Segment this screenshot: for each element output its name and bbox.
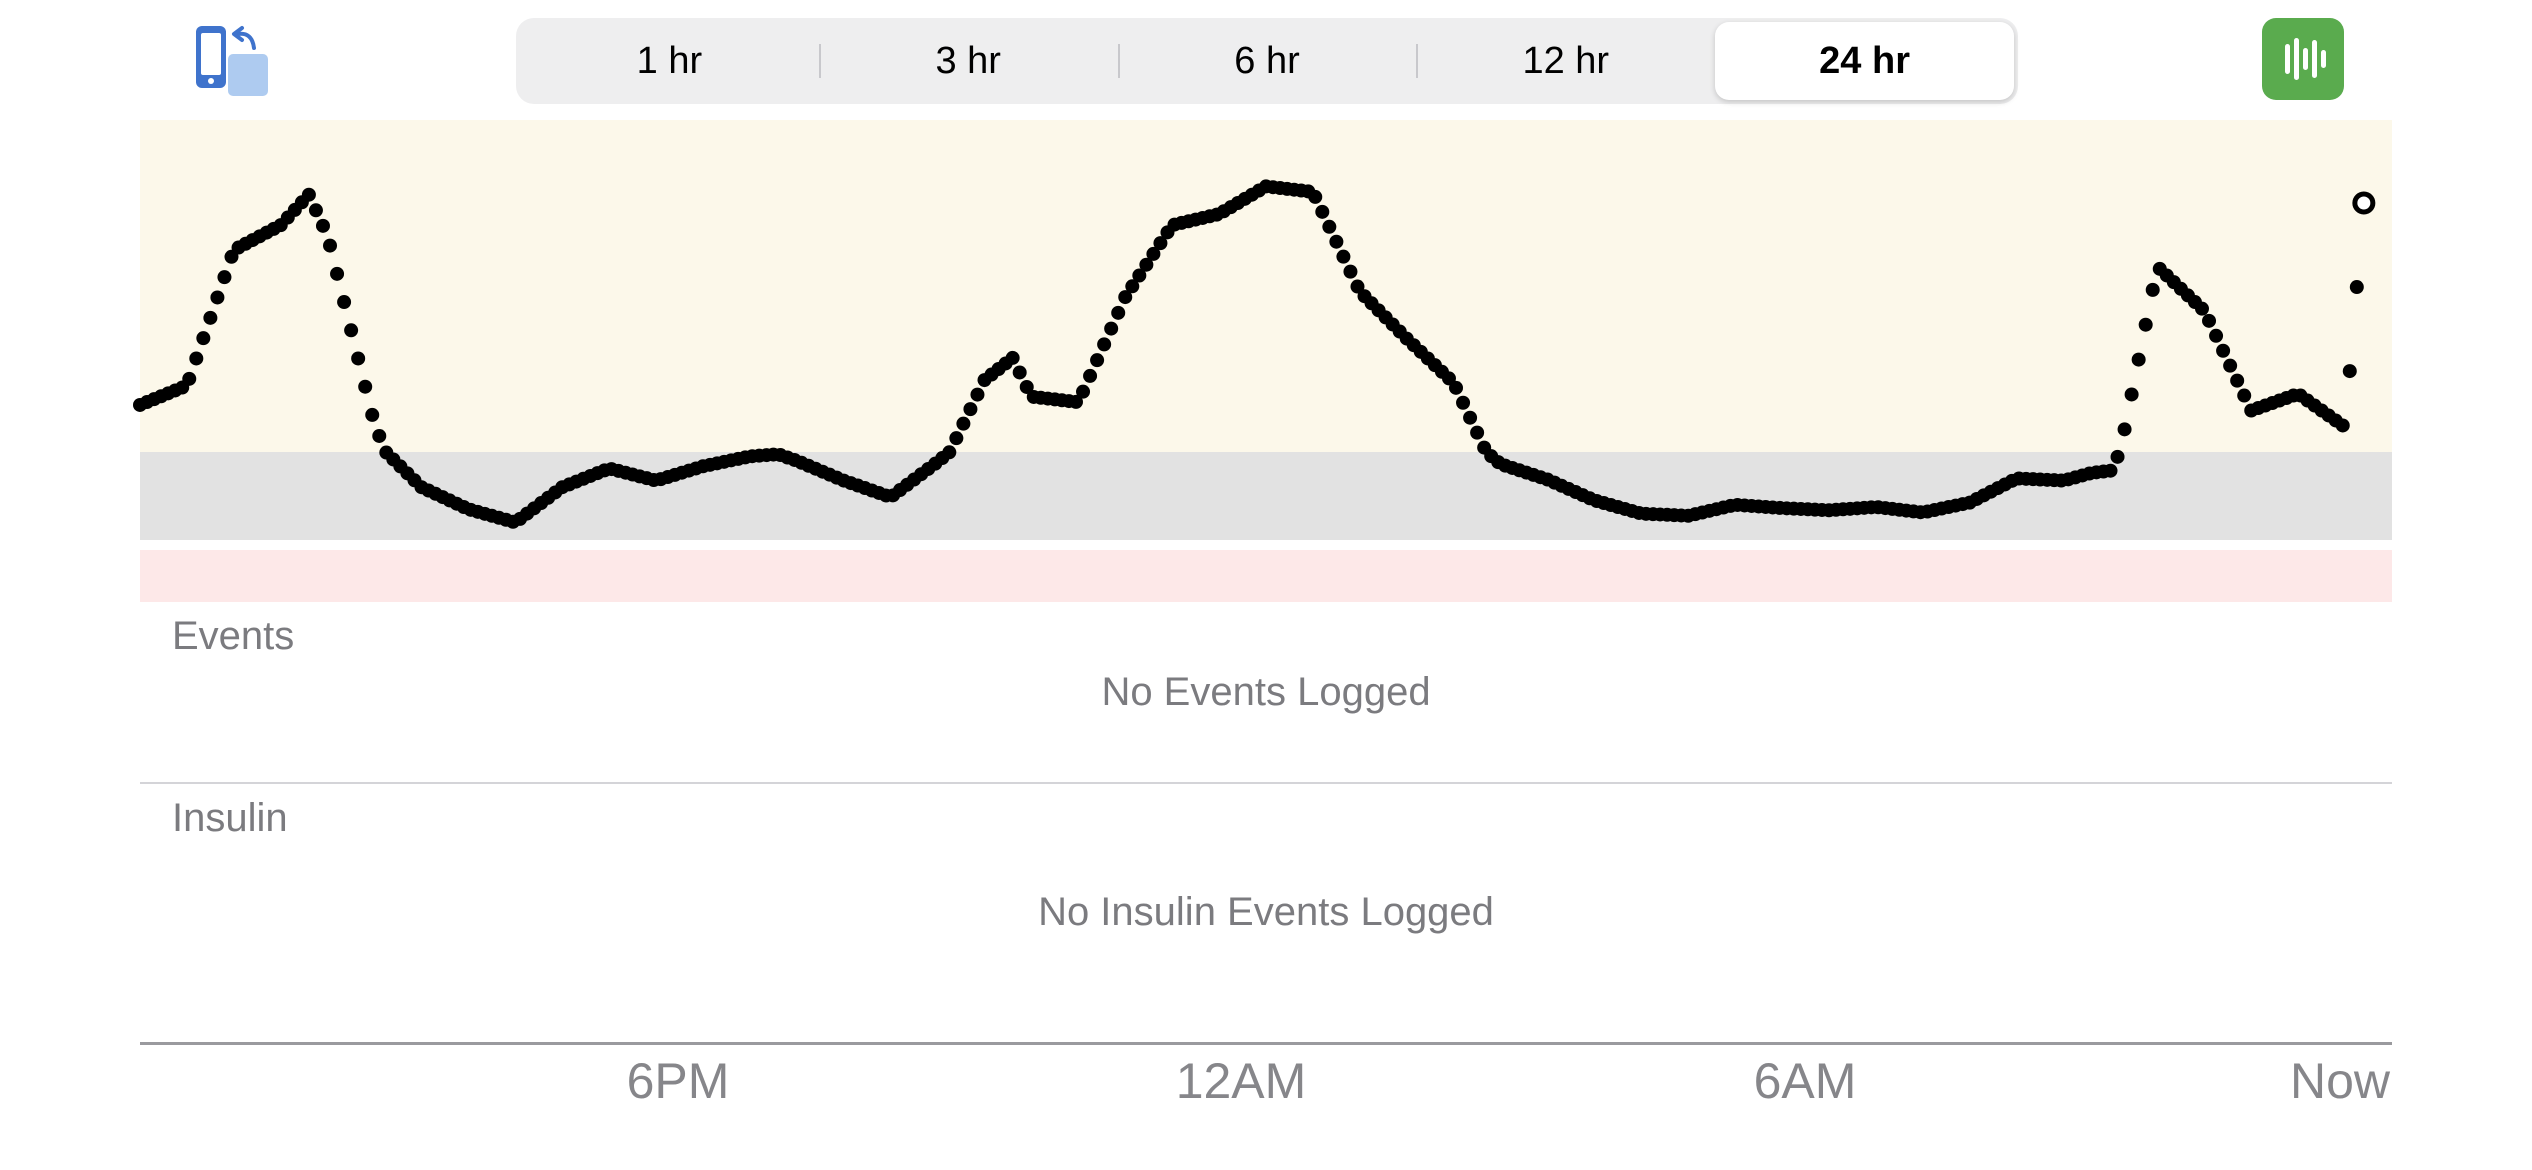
glucose-point (1456, 395, 1471, 410)
segment-12hr[interactable]: 12 hr (1416, 22, 1715, 100)
glucose-point (2131, 352, 2146, 367)
glucose-point (372, 428, 387, 443)
glucose-point (2237, 388, 2252, 403)
segment-1hr[interactable]: 1 hr (636, 39, 703, 82)
segment-6hr[interactable]: 6 hr (1117, 22, 1417, 100)
rotate-button[interactable] (190, 22, 280, 98)
band-low (140, 550, 2392, 602)
glucose-point (2103, 463, 2118, 478)
statistics-button[interactable] (2262, 18, 2344, 100)
glucose-point (1463, 410, 1478, 425)
glucose-point (1470, 425, 1485, 440)
glucose-chart (133, 120, 2392, 602)
glucose-point (1097, 337, 1112, 352)
glucose-point (1350, 279, 1365, 294)
glucose-point (1083, 368, 1098, 383)
segment-24hr[interactable]: 24 hr (1715, 22, 2014, 100)
glucose-point (2194, 301, 2209, 316)
bar-chart-icon (2285, 38, 2326, 80)
events-divider (140, 782, 2392, 784)
glucose-point (301, 187, 316, 202)
insulin-label: Insulin (172, 796, 288, 840)
glucose-point (344, 323, 359, 338)
x-tick-label: 12AM (1175, 1053, 1307, 1109)
glucose-point (956, 416, 971, 431)
glucose-point (1012, 365, 1027, 380)
glucose-point (1111, 305, 1126, 320)
glucose-point (2145, 282, 2160, 297)
glucose-point (1322, 219, 1337, 234)
glucose-point (2124, 387, 2139, 402)
glucose-point (365, 407, 380, 422)
glucose-point (189, 351, 204, 366)
band-target (140, 452, 2392, 540)
latest-glucose-point[interactable] (2352, 191, 2376, 215)
glucose-point (210, 290, 225, 305)
glucose-point (1118, 290, 1133, 305)
glucose-point (963, 402, 978, 417)
glucose-point (2342, 364, 2357, 379)
glucose-point (1068, 394, 1083, 409)
glucose-point (942, 445, 957, 460)
insulin-empty-message: No Insulin Events Logged (1038, 890, 1494, 934)
glucose-point (323, 238, 338, 253)
events-label: Events (172, 614, 295, 658)
glucose-point (1146, 246, 1161, 261)
events-empty-message: No Events Logged (1101, 670, 1431, 714)
glucose-point (1005, 350, 1020, 365)
glucose-point (196, 331, 211, 346)
glucose-point (330, 266, 345, 281)
glucose-point (1132, 268, 1147, 283)
glucose-point (1153, 236, 1168, 251)
glucose-point (2223, 358, 2238, 373)
glucose-point (1315, 204, 1330, 219)
glucose-point (308, 203, 323, 218)
x-tick-label: 6PM (626, 1053, 730, 1109)
glucose-point (315, 218, 330, 233)
glucose-point (1125, 279, 1140, 294)
glucose-point (2230, 373, 2245, 388)
glucose-point (2202, 313, 2217, 328)
glucose-point (217, 270, 232, 285)
glucose-point (949, 431, 964, 446)
glucose-point (2117, 422, 2132, 437)
glucose-point (2209, 328, 2224, 343)
glucose-point (351, 351, 366, 366)
glucose-point (203, 310, 218, 325)
glucose-point (1329, 234, 1344, 249)
glucose-point (1019, 379, 1034, 394)
glucose-point (1139, 257, 1154, 272)
glucose-point (2138, 317, 2153, 332)
glucose-point (1104, 321, 1119, 336)
glucose-point (1449, 380, 1464, 395)
band-high (140, 120, 2392, 452)
glucose-point (358, 379, 373, 394)
glucose-point (1308, 189, 1323, 204)
x-tick-label: Now (2289, 1053, 2390, 1109)
glucose-points (133, 179, 2376, 529)
glucose-point (2335, 418, 2350, 433)
glucose-point (337, 295, 352, 310)
glucose-point (182, 371, 197, 386)
phone-rotate-icon (196, 26, 268, 96)
glucose-point (2110, 449, 2125, 464)
glucose-point (1076, 384, 1091, 399)
segment-3hr[interactable]: 3 hr (818, 22, 1118, 100)
x-tick-label: 6AM (1753, 1053, 1857, 1109)
glucose-point (1343, 264, 1358, 279)
x-axis-line (140, 1042, 2392, 1045)
glucose-point (2216, 343, 2231, 358)
glucose-point (1090, 353, 1105, 368)
time-range-selector: 1 hr 3 hr 6 hr 12 hr 24 hr (516, 18, 2018, 104)
glucose-point (970, 387, 985, 402)
glucose-point (1336, 249, 1351, 264)
glucose-point (2349, 280, 2364, 295)
